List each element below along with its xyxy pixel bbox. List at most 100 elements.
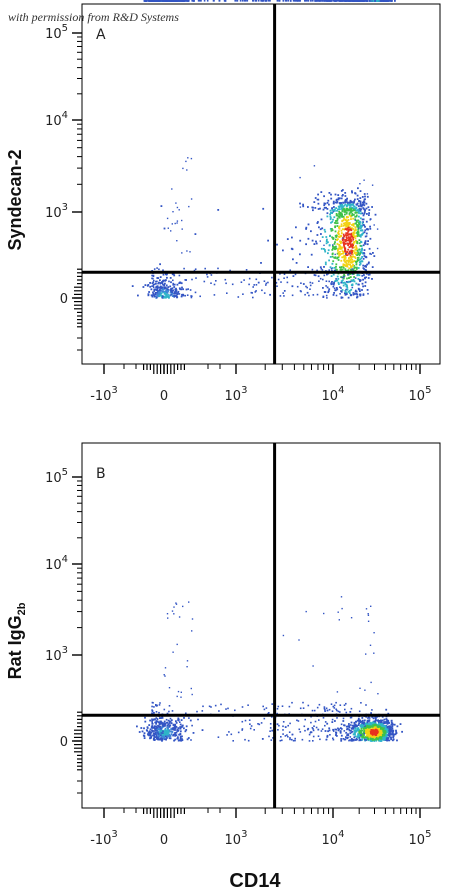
event-dot	[351, 253, 354, 256]
event-dot	[370, 729, 373, 731]
event-dot	[147, 733, 149, 735]
event-dot	[299, 176, 301, 179]
event-dot	[354, 723, 357, 726]
event-dot	[255, 278, 258, 281]
event-dot	[329, 228, 332, 230]
event-dot	[352, 739, 355, 742]
event-dot	[370, 253, 372, 255]
event-dot	[185, 729, 188, 731]
event-dot	[153, 283, 156, 286]
event-dot	[350, 294, 352, 296]
event-dot	[357, 259, 360, 262]
event-dot	[190, 296, 193, 299]
event-dot	[277, 705, 280, 708]
event-dot	[351, 739, 353, 742]
event-dot	[364, 240, 367, 242]
event-dot	[365, 276, 367, 279]
event-dot	[324, 709, 326, 711]
event-dot	[357, 719, 360, 722]
event-dot	[302, 701, 304, 704]
event-dot	[165, 735, 167, 738]
event-dot	[178, 0, 181, 2]
event-dot	[152, 292, 154, 295]
event-dot	[332, 728, 334, 731]
event-dot	[346, 222, 349, 225]
event-dot	[365, 207, 368, 210]
event-dot	[314, 207, 317, 209]
event-dot	[351, 191, 353, 194]
event-dot	[165, 294, 167, 296]
event-dot	[349, 245, 352, 248]
event-dot	[170, 728, 172, 731]
event-dot	[173, 739, 175, 742]
event-dot	[349, 0, 351, 2]
event-dot	[343, 235, 346, 238]
event-dot	[322, 278, 324, 281]
event-dot	[171, 295, 174, 297]
event-dot	[176, 643, 178, 646]
event-dot	[358, 207, 361, 210]
event-dot	[328, 244, 331, 247]
event-dot	[324, 250, 327, 253]
event-dot	[330, 212, 332, 214]
event-dot	[373, 255, 376, 257]
event-dot	[339, 204, 342, 207]
event-dot	[176, 296, 179, 298]
event-dot	[368, 261, 370, 264]
event-dot	[314, 0, 316, 2]
event-dot	[159, 285, 162, 288]
event-dot	[334, 266, 336, 269]
event-dot	[353, 232, 356, 235]
event-dot	[158, 704, 161, 706]
event-dot	[199, 295, 201, 298]
event-dot	[159, 702, 161, 704]
event-dot	[291, 733, 294, 736]
event-dot	[239, 0, 242, 2]
event-dot	[347, 224, 349, 227]
event-dot	[355, 209, 358, 212]
event-dot	[177, 739, 180, 742]
event-dot	[348, 739, 350, 742]
event-dot	[154, 728, 156, 730]
event-dot	[291, 738, 293, 741]
event-dot	[349, 263, 352, 266]
event-dot	[167, 719, 170, 722]
event-dot	[345, 265, 347, 268]
event-dot	[325, 206, 327, 209]
event-dot	[333, 707, 336, 709]
event-dot	[362, 0, 365, 2]
event-dot	[200, 0, 202, 2]
event-dot	[177, 737, 179, 740]
event-dot	[365, 265, 367, 268]
event-dot	[337, 235, 340, 238]
event-dot	[289, 738, 291, 741]
event-dot	[149, 285, 152, 288]
event-dot	[173, 725, 176, 728]
event-dot	[175, 722, 178, 724]
event-dot	[352, 225, 355, 227]
event-dot	[346, 265, 349, 268]
event-dot	[372, 0, 375, 2]
event-dot	[368, 0, 371, 2]
event-dot	[190, 198, 193, 200]
event-dot	[354, 733, 356, 736]
event-dot	[354, 277, 357, 279]
event-dot	[339, 245, 342, 248]
event-dot	[356, 735, 359, 738]
event-dot	[339, 208, 341, 211]
event-dot	[392, 739, 394, 742]
event-dot	[186, 666, 188, 668]
event-dot	[355, 219, 358, 222]
event-dot	[337, 281, 340, 284]
event-dot	[173, 606, 175, 608]
event-dot	[330, 275, 333, 277]
event-dot	[348, 212, 351, 214]
event-dot	[304, 729, 306, 732]
event-dot	[198, 0, 201, 2]
event-dot	[324, 263, 327, 266]
event-dot	[342, 720, 345, 722]
event-dot	[299, 0, 301, 2]
event-dot	[351, 206, 354, 209]
event-dot	[356, 254, 358, 256]
event-dot	[336, 252, 339, 255]
